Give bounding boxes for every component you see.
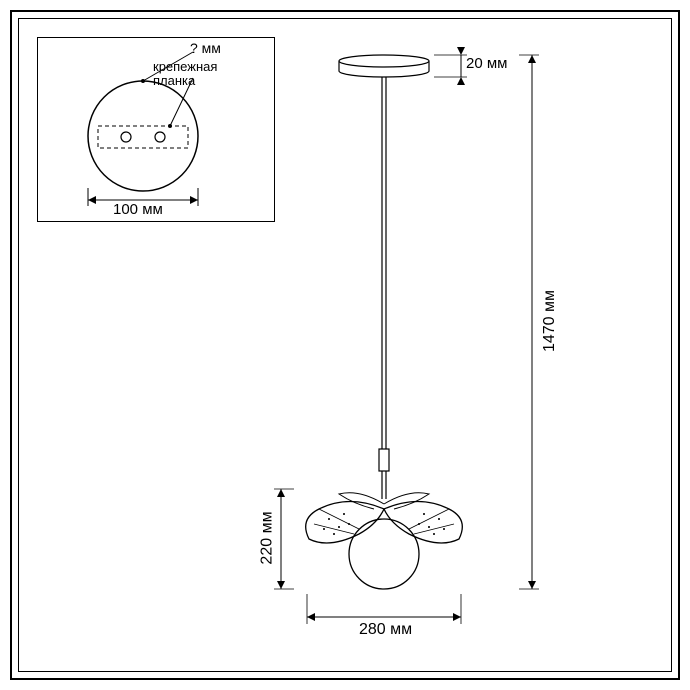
canopy-height-label: 20 мм — [466, 55, 507, 72]
pendant-light-diagram — [19, 19, 679, 679]
inner-frame: ? мм крепежнаяпланка 100 мм — [18, 18, 672, 672]
leaf-decoration — [306, 493, 463, 543]
outer-frame: ? мм крепежнаяпланка 100 мм — [10, 10, 680, 680]
leaf-height-label: 220 мм — [259, 511, 277, 564]
width-label: 280 мм — [359, 621, 412, 639]
total-height-label: 1470 мм — [541, 290, 559, 352]
